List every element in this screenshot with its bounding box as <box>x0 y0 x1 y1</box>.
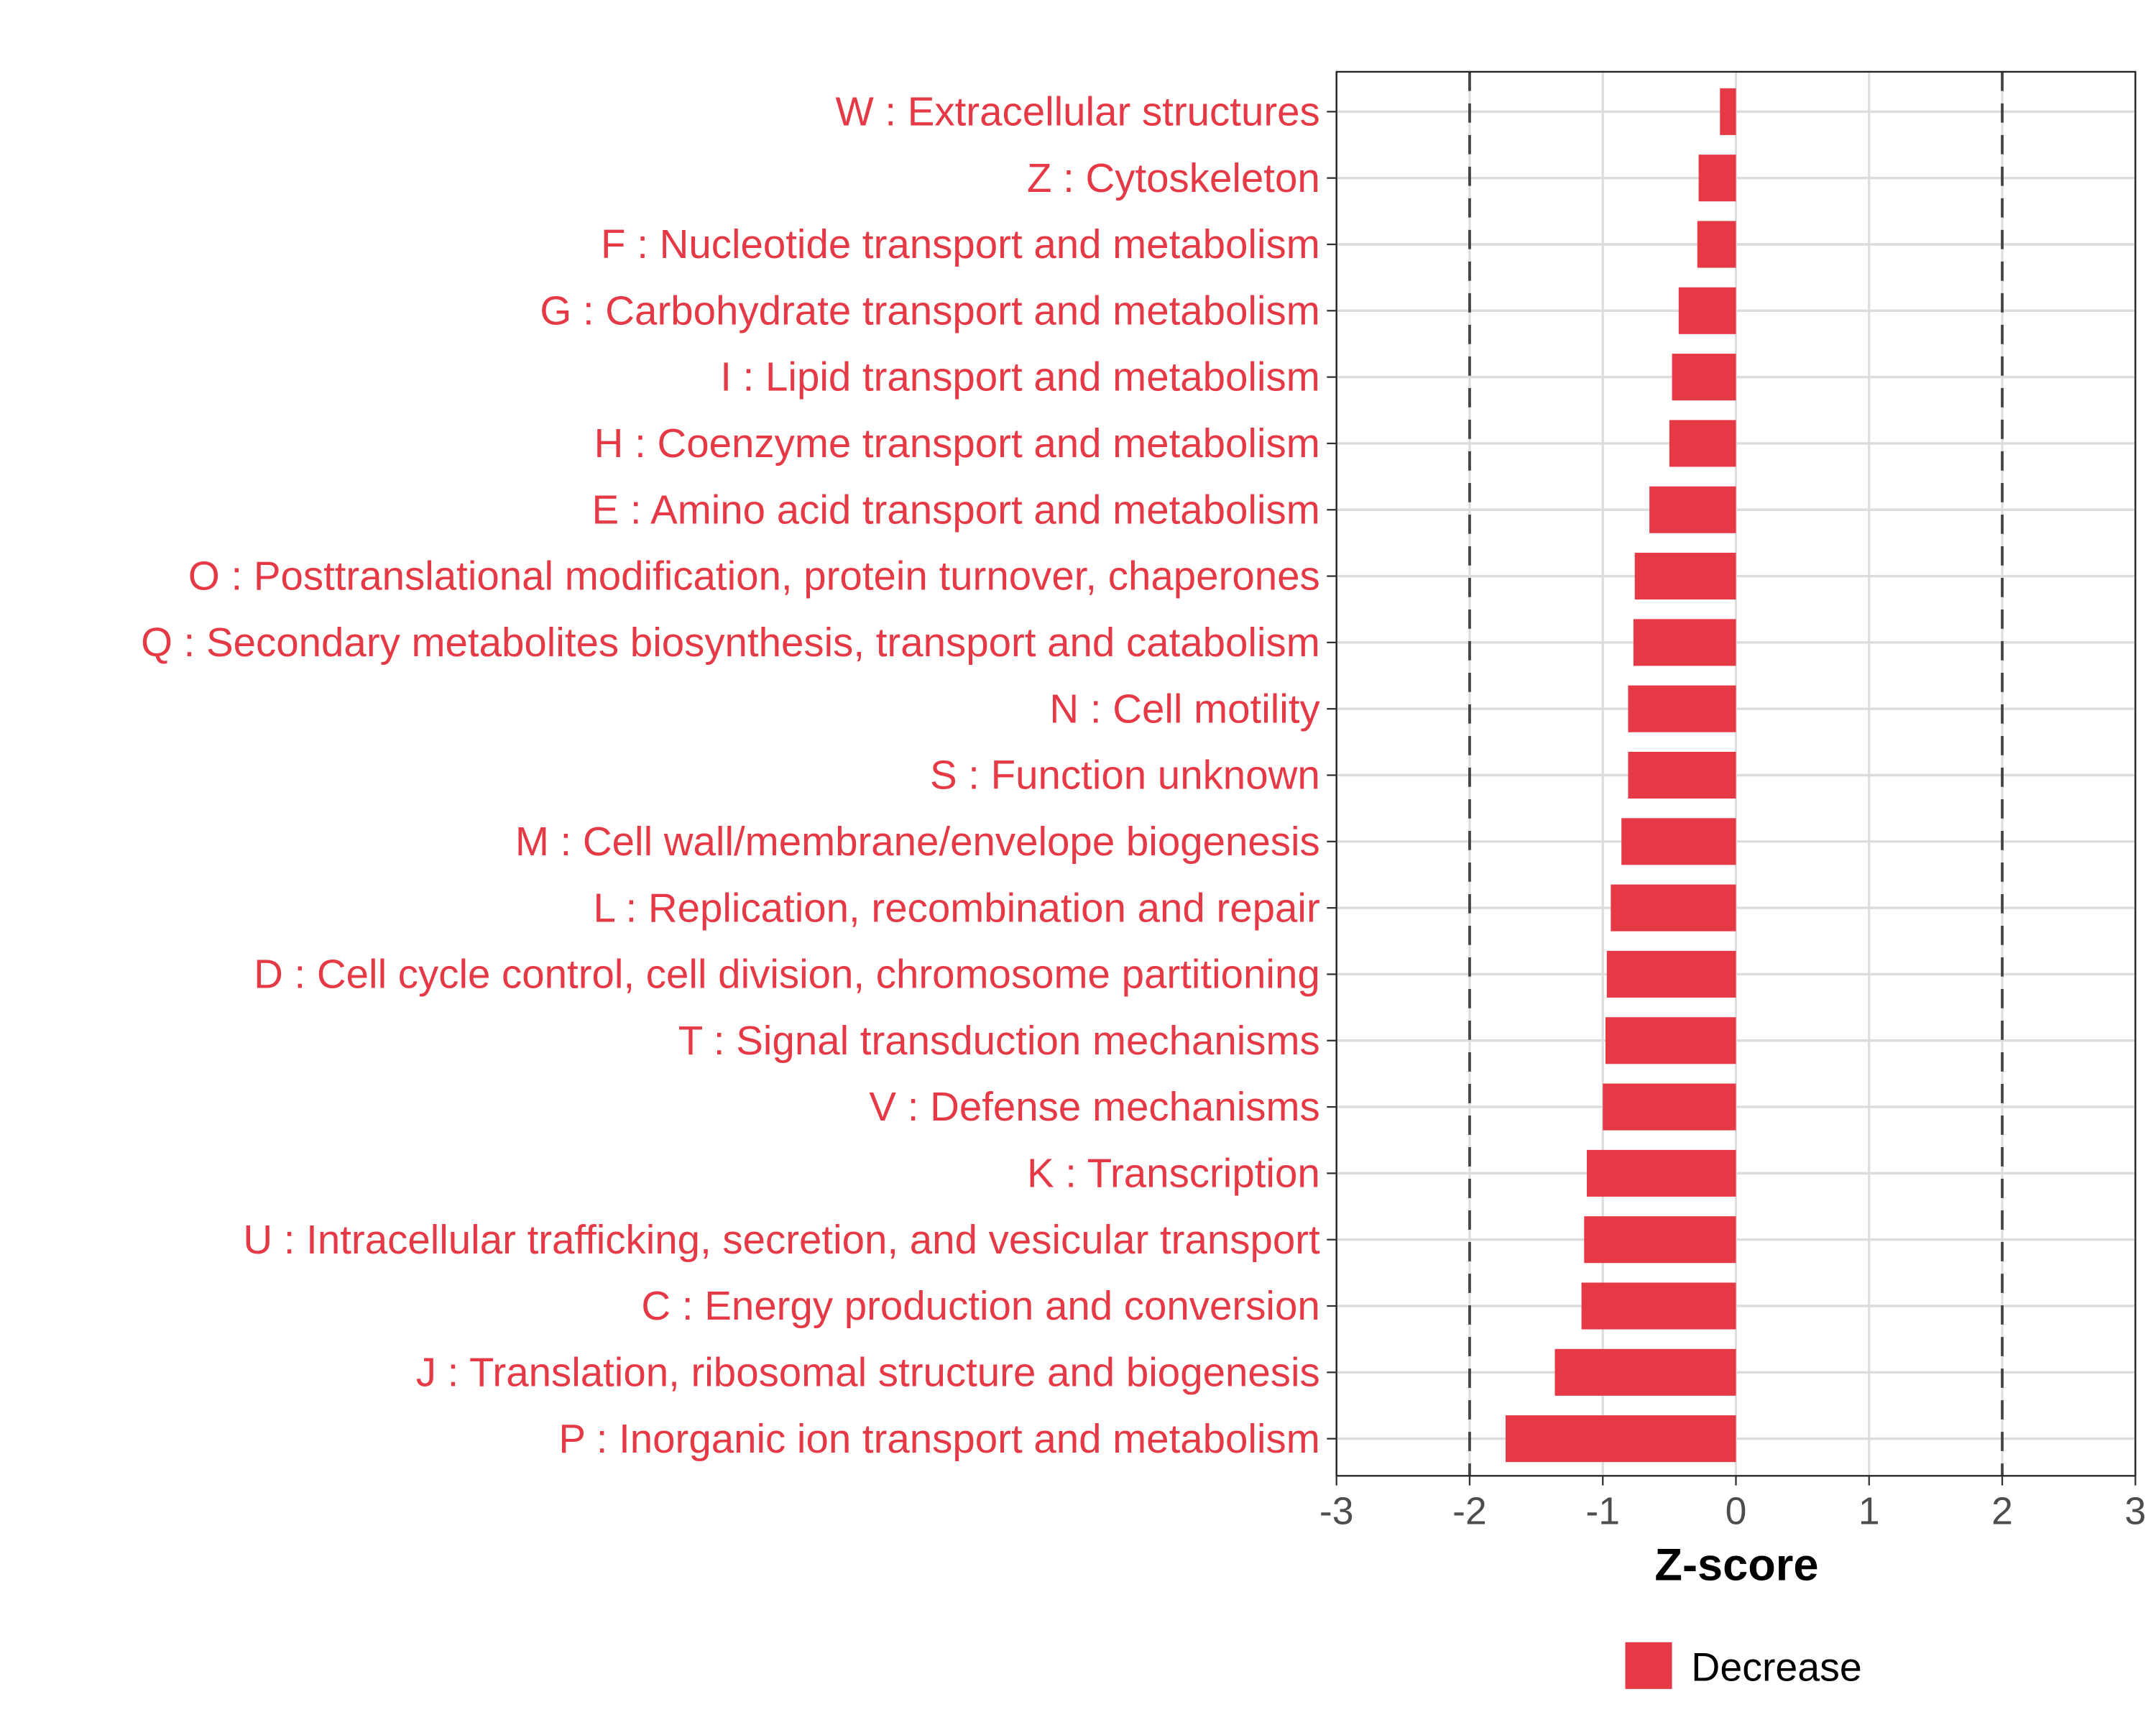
bar <box>1634 553 1736 600</box>
y-tick-label: L : Replication, recombination and repai… <box>594 885 1320 930</box>
legend-swatch-decrease <box>1625 1642 1672 1689</box>
x-tick-label: 3 <box>2124 1490 2146 1532</box>
y-tick-label: G : Carbohydrate transport and metabolis… <box>540 288 1319 333</box>
y-tick-label: I : Lipid transport and metabolism <box>720 354 1319 400</box>
y-tick-label: H : Coenzyme transport and metabolism <box>594 420 1320 466</box>
x-tick-label: 2 <box>1991 1490 2013 1532</box>
x-tick-label: 1 <box>1858 1490 1880 1532</box>
y-tick-label: M : Cell wall/membrane/envelope biogenes… <box>515 819 1320 864</box>
y-tick-label: W : Extracellular structures <box>835 88 1319 134</box>
x-axis-ticks: -3 -2 -1 0 1 2 3 <box>1319 1476 2146 1532</box>
bar <box>1669 420 1736 467</box>
y-tick-label: S : Function unknown <box>930 753 1320 798</box>
legend-label-decrease: Decrease <box>1691 1644 1861 1689</box>
bar <box>1603 1083 1736 1131</box>
bar <box>1605 1017 1736 1064</box>
legend: Decrease <box>1625 1642 1862 1689</box>
y-tick-label: Z : Cytoskeleton <box>1027 155 1320 201</box>
bar <box>1586 1149 1736 1197</box>
y-tick-label: F : Nucleotide transport and metabolism <box>601 221 1320 267</box>
bar <box>1606 950 1736 998</box>
x-tick-label: 0 <box>1726 1490 1747 1532</box>
bar <box>1628 685 1736 732</box>
bar <box>1584 1216 1736 1264</box>
bar <box>1554 1348 1736 1396</box>
bar <box>1672 354 1736 401</box>
bar <box>1581 1282 1736 1330</box>
x-tick-label: -3 <box>1319 1490 1354 1532</box>
y-tick-label: J : Translation, ribosomal structure and… <box>416 1349 1320 1394</box>
bar <box>1611 884 1736 932</box>
y-tick-label: P : Inorganic ion transport and metaboli… <box>558 1416 1319 1461</box>
bar <box>1505 1415 1736 1463</box>
reference-lines <box>1468 71 2004 1476</box>
y-axis-labels: W : Extracellular structures Z : Cytoskel… <box>141 88 1337 1461</box>
y-tick-label: Q : Secondary metabolites biosynthesis, … <box>141 620 1320 665</box>
bar <box>1720 88 1736 135</box>
y-tick-label: K : Transcription <box>1027 1151 1320 1196</box>
bars <box>1505 88 1736 1463</box>
y-tick-label: C : Energy production and conversion <box>641 1283 1319 1328</box>
x-tick-label: -1 <box>1585 1490 1620 1532</box>
y-tick-label: N : Cell motility <box>1049 686 1320 731</box>
bar <box>1678 287 1736 334</box>
bar <box>1628 751 1736 799</box>
y-tick-label: V : Defense mechanisms <box>869 1084 1319 1129</box>
y-tick-label: D : Cell cycle control, cell division, c… <box>254 952 1320 997</box>
y-tick-label: T : Signal transduction mechanisms <box>678 1018 1320 1063</box>
y-tick-label: O : Posttranslational modification, prot… <box>188 553 1320 599</box>
y-tick-label: U : Intracellular trafficking, secretion… <box>243 1217 1320 1262</box>
bar <box>1697 221 1736 268</box>
bar <box>1649 486 1736 533</box>
bar <box>1633 619 1736 666</box>
bar <box>1698 155 1736 202</box>
x-axis-title: Z-score <box>1654 1540 1818 1591</box>
y-tick-label: E : Amino acid transport and metabolism <box>592 487 1320 532</box>
bar <box>1621 818 1736 865</box>
x-tick-label: -2 <box>1452 1490 1487 1532</box>
